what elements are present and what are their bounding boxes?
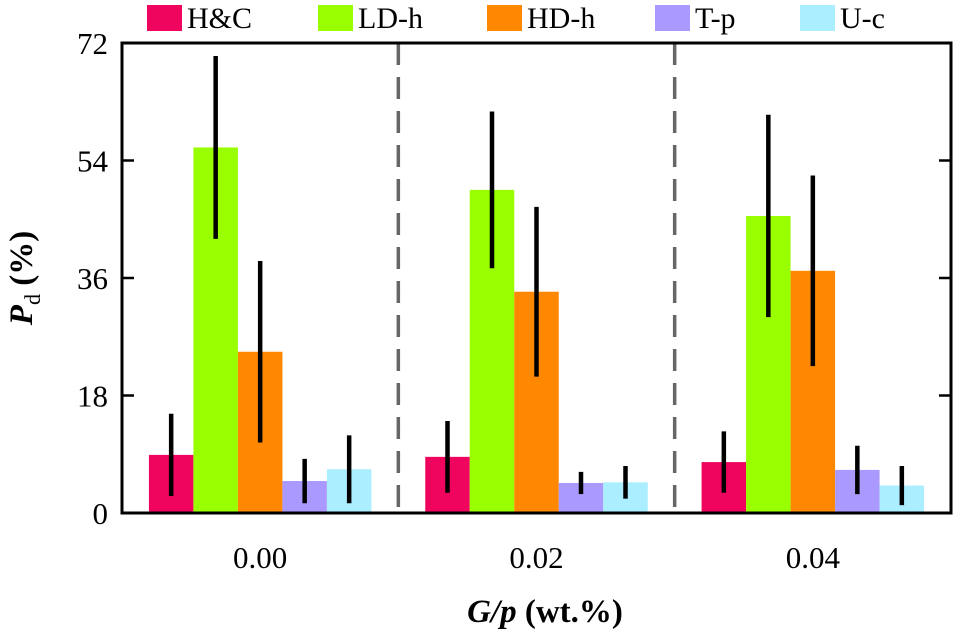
y-axis-label: Pd (%): [4, 231, 45, 326]
y-tick-label: 0: [93, 496, 109, 531]
plot-area: 0 18 36 54 72 0.00 0.02 0.04: [77, 26, 953, 575]
legend-swatch: [800, 5, 835, 31]
legend-label: H&C: [187, 2, 252, 35]
legend-swatch: [147, 5, 182, 31]
x-tick-label: 0.02: [509, 540, 563, 575]
legend-label: U-c: [840, 2, 885, 35]
y-tick-label: 36: [77, 261, 108, 296]
x-tick-label: 0.04: [786, 540, 841, 575]
y-tick-label: 18: [77, 379, 108, 414]
x-tick-label: 0.00: [233, 540, 287, 575]
legend-swatch: [487, 5, 522, 31]
legend-label: HD-h: [527, 2, 595, 35]
legend-label: T-p: [695, 2, 736, 35]
y-tick-label: 72: [77, 26, 108, 61]
legend-label: LD-h: [358, 2, 423, 35]
x-axis-label: G/p (wt.%): [467, 594, 623, 630]
legend-swatch: [655, 5, 690, 31]
legend: H&C LD-h HD-h T-p U-c: [147, 2, 885, 35]
y-tick-label: 54: [77, 144, 109, 179]
legend-swatch: [318, 5, 353, 31]
